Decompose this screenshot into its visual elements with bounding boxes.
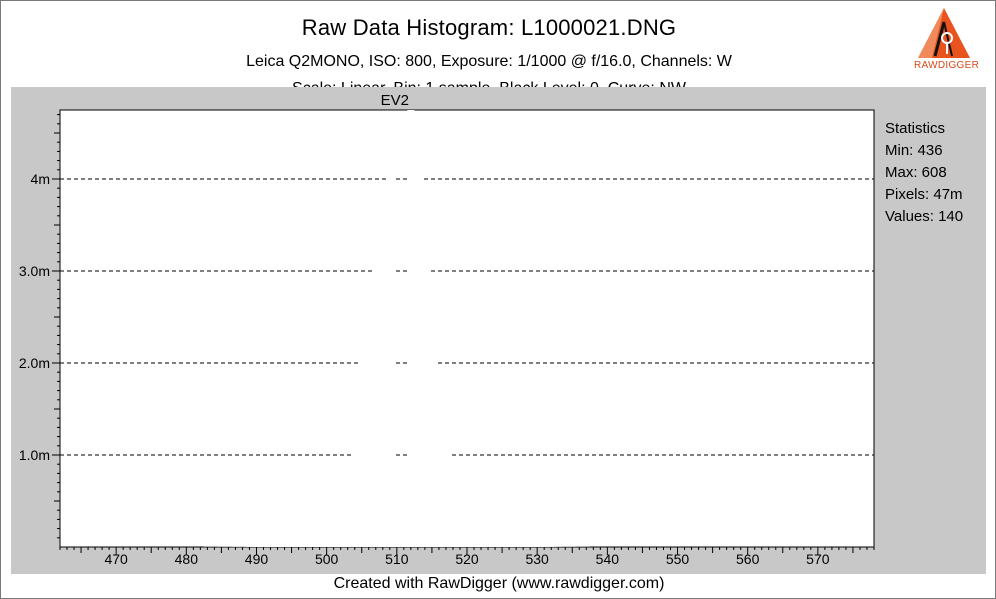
footer-credit: Created with RawDigger (www.rawdigger.co… <box>333 575 665 592</box>
histogram-bar-40 <box>484 541 492 547</box>
x-tick-label-10: 570 <box>806 551 830 567</box>
histogram-bar-9 <box>267 546 275 547</box>
histogram-bar-21 <box>351 399 359 547</box>
histogram-bar-22 <box>358 344 366 547</box>
histogram-bar-15 <box>309 539 317 547</box>
histogram-bar-38 <box>470 529 478 547</box>
x-tick-label-0: 470 <box>104 551 128 567</box>
histogram-bar-44 <box>512 545 520 547</box>
histogram-bar-45 <box>519 545 527 547</box>
histogram-bar-19 <box>337 479 345 547</box>
ev2-annotation: EV2 <box>381 92 409 109</box>
statistics-values: Values: 140 <box>885 208 964 225</box>
histogram-bar-28 <box>400 546 408 547</box>
x-tick-label-4: 510 <box>385 551 409 567</box>
x-tick-label-2: 490 <box>245 551 269 567</box>
statistics-box: Statistics Min: 436 Max: 608 Pixels: 47m… <box>885 118 963 228</box>
rawdigger-logo-icon <box>918 8 970 58</box>
histogram-bar-43 <box>505 544 513 547</box>
y-tick-label-0: 1.0m <box>19 447 50 463</box>
statistics-min: Min: 436 <box>885 142 943 159</box>
y-tick-label-2: 3.0m <box>19 263 50 279</box>
chart-subtitle-clipped: Scale: Linear, Bin: 1 sample, Black Leve… <box>1 79 977 88</box>
histogram-bar-7 <box>252 546 260 547</box>
histogram-bar-27 <box>393 545 401 547</box>
y-tick-label-3: 4m <box>31 171 50 187</box>
histogram-bar-47 <box>533 546 541 547</box>
logo-text: RAWDIGGER <box>914 60 980 71</box>
histogram-bar-23 <box>365 289 373 547</box>
histogram-bar-41 <box>491 542 499 547</box>
chart-title: Raw Data Histogram: L1000021.DNG <box>301 15 677 40</box>
plot-area <box>59 109 875 548</box>
chart-subtitle-clipped-text: Scale: Linear, Bin: 1 sample, Black Leve… <box>292 79 686 88</box>
histogram-bar-39 <box>477 538 485 547</box>
histogram-bar-33 <box>435 365 443 547</box>
histogram-bar-20 <box>344 468 352 547</box>
x-tick-label-1: 480 <box>175 551 199 567</box>
x-tick-label-3: 500 <box>315 551 339 567</box>
histogram-bar-35 <box>449 477 457 547</box>
histogram-bar-24 <box>372 225 380 547</box>
chart-subtitle: Leica Q2MONO, ISO: 800, Exposure: 1/1000… <box>246 53 732 70</box>
histogram-bar-37 <box>463 519 471 547</box>
histogram-bar-29 <box>407 110 415 547</box>
histogram-bar-11 <box>281 545 289 547</box>
histogram-bar-13 <box>295 544 303 547</box>
histogram-bar-26 <box>386 137 394 547</box>
histogram-bar-32 <box>428 303 436 547</box>
x-tick-label-8: 550 <box>666 551 690 567</box>
histogram-bar-12 <box>288 544 296 547</box>
y-tick-label-1: 2.0m <box>19 355 50 371</box>
x-tick-label-7: 540 <box>596 551 620 567</box>
x-tick-label-5: 520 <box>455 551 479 567</box>
histogram-bar-25 <box>379 188 387 547</box>
histogram-bar-10 <box>274 545 282 547</box>
histogram-bar-36 <box>456 489 464 547</box>
histogram-bar-34 <box>442 409 450 547</box>
statistics-heading: Statistics <box>885 120 946 137</box>
statistics-max: Max: 608 <box>885 164 947 181</box>
histogram-bar-16 <box>316 535 324 547</box>
histogram-bar-46 <box>526 545 534 547</box>
histogram-bar-30 <box>414 146 422 548</box>
statistics-pixels: Pixels: 47m <box>885 186 963 203</box>
histogram-bar-18 <box>330 502 338 547</box>
histogram-bar-14 <box>302 542 310 547</box>
histogram-bar-48 <box>540 546 548 547</box>
histogram-bar-42 <box>498 543 506 547</box>
histogram-bar-31 <box>421 243 429 547</box>
x-tick-label-6: 530 <box>525 551 549 567</box>
histogram-bar-17 <box>323 527 331 547</box>
rawdigger-logo: RAWDIGGER <box>914 6 980 74</box>
x-tick-label-9: 560 <box>736 551 760 567</box>
histogram-bar-8 <box>259 546 268 547</box>
